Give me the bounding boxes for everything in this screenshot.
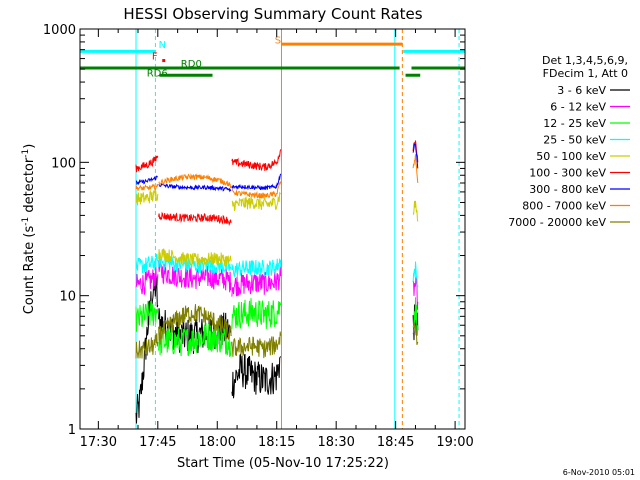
series-7-segment-3 (412, 154, 419, 184)
x-tick-label-1: 17:45 (139, 435, 176, 450)
series-5-segment-3 (412, 140, 419, 163)
legend-label-4: 50 - 100 keV (536, 150, 606, 163)
x-tick-label-5: 18:45 (377, 435, 414, 450)
series-6-segment-2 (231, 173, 282, 191)
series-5-segment-1 (158, 211, 232, 227)
y-tick-label-1: 10 (59, 290, 76, 305)
series-0-segment-2 (231, 352, 282, 399)
legend-label-6: 300 - 800 keV (529, 183, 606, 196)
series-3-segment-2 (231, 258, 282, 278)
series-6-segment-1 (158, 182, 232, 193)
x-tick-label-6: 19:00 (436, 435, 473, 450)
series-7-segment-1 (158, 173, 232, 189)
series-6-segment-0 (135, 175, 158, 186)
x-tick-label-0: 17:30 (80, 435, 117, 450)
y-tick-label-3: 1000 (43, 23, 76, 38)
y-tick-label-0: 1 (68, 423, 76, 438)
flag-marker (162, 59, 166, 63)
series-2-segment-2 (231, 298, 282, 329)
series-3-segment-0 (135, 253, 159, 274)
legend-label-1: 6 - 12 keV (550, 101, 606, 114)
x-tick-label-4: 18:30 (317, 435, 354, 450)
flag-label-2: S (275, 35, 281, 46)
legend: Det 1,3,4,5,6,9,FDecim 1, Att 0 3 - 6 keV… (508, 54, 630, 229)
flag-bars (80, 42, 465, 77)
series-4-segment-1 (158, 248, 232, 267)
series-1-segment-3 (412, 276, 419, 310)
x-tick-label-2: 18:00 (199, 435, 236, 450)
footer-date: 6-Nov-2010 05:01 (563, 468, 635, 477)
legend-label-8: 7000 - 20000 keV (508, 216, 606, 229)
series-4-segment-0 (135, 189, 159, 206)
series-3-segment-3 (412, 261, 419, 291)
legend-header-1: FDecim 1, Att 0 (543, 67, 628, 80)
series-4-segment-3 (412, 200, 419, 222)
y-axis-ticks: 1 10 100 1000 (43, 23, 465, 438)
series-6-segment-3 (412, 143, 419, 169)
series-1-segment-2 (231, 265, 282, 297)
series-2-segment-3 (412, 297, 419, 336)
series-1-segment-0 (135, 264, 159, 295)
flag-label-4: RD6 (147, 69, 168, 80)
plot-frame (79, 28, 466, 430)
x-tick-label-3: 18:15 (258, 435, 295, 450)
legend-label-3: 25 - 50 keV (543, 134, 606, 147)
series-1-segment-1 (158, 259, 232, 293)
legend-label-5: 100 - 300 keV (529, 167, 606, 180)
legend-header-0: Det 1,3,4,5,6,9, (542, 54, 628, 67)
legend-label-7: 800 - 7000 keV (522, 200, 606, 213)
series-2-segment-1 (158, 322, 232, 358)
y-tick-label-2: 100 (51, 156, 76, 171)
series-8-segment-3 (412, 323, 419, 345)
data-series (135, 140, 419, 424)
chart-title: HESSI Observing Summary Count Rates (123, 5, 422, 23)
flag-label-1: F (152, 52, 158, 63)
series-5-segment-2 (231, 149, 282, 172)
series-8-segment-0 (135, 333, 159, 359)
series-7-segment-0 (135, 183, 159, 191)
series-8-segment-1 (158, 304, 232, 345)
series-7-segment-2 (231, 181, 282, 199)
flag-labels: NF S RD0 RD6 (147, 35, 281, 79)
x-axis-ticks: 17:30 17:45 18:00 18:15 18:30 18:45 19:00 (80, 29, 474, 450)
series-5-segment-0 (135, 155, 159, 173)
series-4-segment-2 (231, 191, 282, 212)
flag-label-0: N (159, 40, 166, 51)
vertical-marker-lines (135, 29, 460, 429)
y-axis-label: Count Rate (s-1 detector-1) (21, 144, 37, 315)
flag-label-3: RD0 (181, 59, 202, 70)
legend-label-0: 3 - 6 keV (557, 84, 606, 97)
legend-label-2: 12 - 25 keV (543, 117, 606, 130)
x-axis-label: Start Time (05-Nov-10 17:25:22) (177, 456, 389, 471)
series-2-segment-0 (135, 300, 159, 332)
series-8-segment-2 (231, 331, 282, 359)
